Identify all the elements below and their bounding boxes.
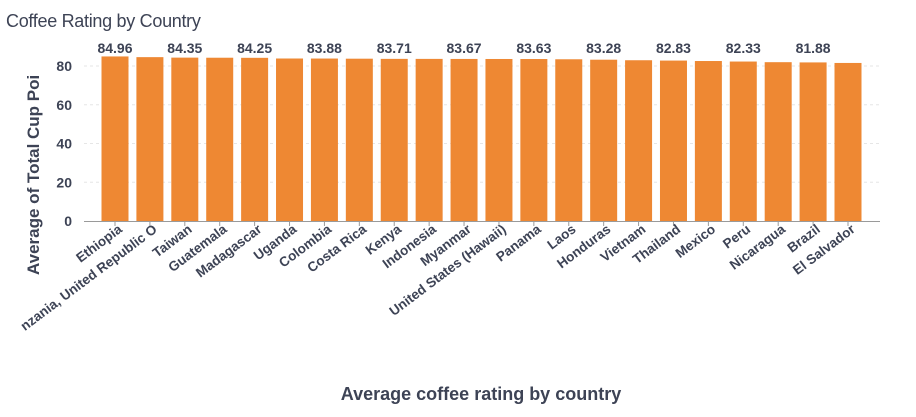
y-tick-labels: 0 20 40 60 80 (56, 58, 72, 229)
y-tick-label: 20 (56, 174, 72, 190)
data-label: 82.83 (656, 40, 691, 56)
bar (625, 60, 653, 222)
gridlines (84, 65, 880, 183)
bar (520, 59, 548, 221)
bar (729, 61, 757, 221)
bar (206, 57, 234, 221)
data-label: 83.67 (447, 40, 482, 56)
bar (171, 57, 199, 222)
bar (276, 58, 304, 221)
bar (485, 58, 513, 222)
bar (764, 62, 792, 221)
x-tick-label: Mexico (673, 221, 719, 261)
data-label: 82.33 (726, 40, 761, 56)
y-tick-label: 80 (56, 58, 72, 74)
bar (241, 57, 269, 222)
bar (834, 62, 862, 221)
bars (101, 56, 862, 222)
bar (450, 58, 478, 221)
data-label: 81.88 (796, 40, 831, 56)
data-label: 84.25 (237, 40, 272, 56)
data-label: 83.28 (586, 40, 621, 56)
data-labels: 84.96 84.35 84.25 83.88 83.71 83.67 83.63 83.28… (97, 40, 830, 56)
bar (590, 59, 618, 221)
bar (694, 61, 722, 221)
bar (799, 62, 827, 221)
chart-title: Coffee Rating by Country (6, 11, 201, 31)
bar (310, 58, 338, 221)
bar (415, 58, 443, 221)
data-label: 83.88 (307, 40, 342, 56)
y-tick-label: 60 (56, 97, 72, 113)
bar (659, 60, 687, 222)
data-label: 83.71 (377, 40, 412, 56)
bar (555, 59, 583, 222)
data-label: 84.35 (167, 40, 202, 56)
bar (380, 58, 408, 222)
bar (101, 56, 129, 222)
bar (345, 58, 373, 222)
y-tick-label: 0 (64, 213, 72, 229)
x-axis-label: Average coffee rating by country (341, 384, 621, 404)
y-tick-label: 40 (56, 136, 72, 152)
data-label: 84.96 (97, 40, 132, 56)
y-axis-label: Average of Total Cup Poi (24, 75, 43, 275)
data-label: 83.63 (516, 40, 551, 56)
bar (136, 57, 164, 221)
